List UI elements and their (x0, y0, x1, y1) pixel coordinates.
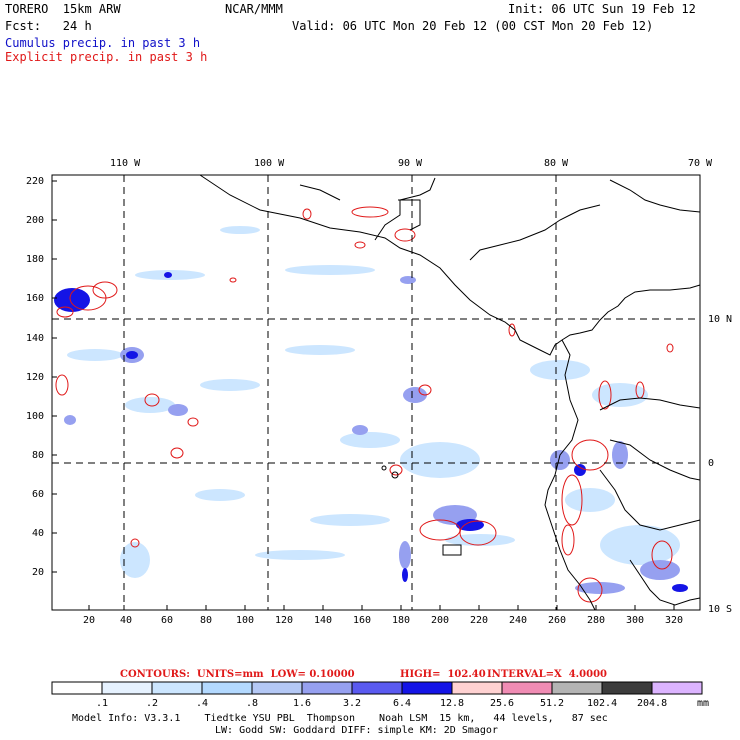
y-tick: 20 (32, 567, 45, 578)
model-physics: LW: Godd SW: Goddard DIFF: simple KM: 2D… (215, 725, 498, 736)
forecast-hour: Fcst: 24 h (5, 19, 92, 33)
lon-label-70w: 70 W (688, 158, 713, 169)
explicit-precip-contours (55, 206, 674, 603)
colorbar-label: .2 (146, 698, 159, 709)
axis-ticks (52, 180, 675, 610)
y-tick: 220 (26, 176, 45, 187)
y-tick: 60 (32, 489, 45, 500)
contours-info: CONTOURS: UNITS=mm LOW= 0.10000 (120, 669, 355, 680)
lat-label-10s: 10 S (708, 604, 733, 615)
x-tick: 280 (587, 615, 606, 626)
colorbar-label: 204.8 (637, 698, 668, 709)
x-tick: 40 (120, 615, 133, 626)
light-precip-areas (67, 226, 680, 578)
model-info: Model Info: V3.3.1 Tiedtke YSU PBL Thomp… (72, 713, 608, 724)
colorbar-label: 102.4 (587, 698, 618, 709)
x-tick: 120 (275, 615, 294, 626)
y-tick: 160 (26, 293, 45, 304)
x-tick: 20 (83, 615, 96, 626)
valid-time: Valid: 06 UTC Mon 20 Feb 12 (00 CST Mon … (292, 19, 654, 33)
init-time: Init: 06 UTC Sun 19 Feb 12 (508, 2, 696, 16)
colorbar-label: 1.6 (293, 698, 312, 709)
model-title: TORERO 15km ARW (5, 2, 121, 16)
contours-interval: INTERVAL=X 4.0000 (487, 669, 607, 680)
y-tick: 80 (32, 450, 45, 461)
x-tick: 160 (353, 615, 372, 626)
map-frame (51, 174, 701, 611)
x-tick: 300 (626, 615, 645, 626)
x-tick: 80 (200, 615, 213, 626)
lat-lon-grid (52, 175, 700, 610)
lat-label-0: 0 (708, 458, 715, 469)
x-tick: 140 (314, 615, 333, 626)
lon-label-80w: 80 W (544, 158, 569, 169)
contours-high: HIGH= 102.40 (400, 669, 486, 680)
colorbar-label: .4 (196, 698, 209, 709)
y-tick: 180 (26, 254, 45, 265)
cumulus-legend: Cumulus precip. in past 3 h (5, 36, 201, 50)
colorbar-label: .1 (96, 698, 109, 709)
colorbar-label: 6.4 (393, 698, 412, 709)
colorbar (51, 681, 703, 695)
explicit-legend: Explicit precip. in past 3 h (5, 50, 208, 64)
lon-label-110w: 110 W (110, 158, 141, 169)
lat-label-10n: 10 N (708, 314, 733, 325)
y-tick: 140 (26, 333, 45, 344)
x-tick: 60 (161, 615, 174, 626)
coastlines (199, 174, 701, 611)
colorbar-label: 12.8 (440, 698, 465, 709)
lon-label-90w: 90 W (398, 158, 423, 169)
colorbar-label: .8 (246, 698, 259, 709)
y-tick: 40 (32, 528, 45, 539)
y-tick: 100 (26, 411, 45, 422)
y-tick: 120 (26, 372, 45, 383)
colorbar-label: 51.2 (540, 698, 565, 709)
x-tick: 260 (548, 615, 567, 626)
org-label: NCAR/MMM (225, 2, 283, 16)
x-tick: 240 (509, 615, 528, 626)
colorbar-label: 25.6 (490, 698, 515, 709)
y-tick: 200 (26, 215, 45, 226)
colorbar-label: 3.2 (343, 698, 362, 709)
lon-label-100w: 100 W (254, 158, 285, 169)
x-tick: 180 (392, 615, 411, 626)
x-tick: 320 (665, 615, 684, 626)
heavy-precip-areas (54, 272, 688, 592)
x-tick: 100 (236, 615, 255, 626)
x-tick: 200 (431, 615, 450, 626)
x-tick: 220 (470, 615, 489, 626)
islands (381, 465, 462, 556)
colorbar-unit: mm (697, 698, 710, 709)
